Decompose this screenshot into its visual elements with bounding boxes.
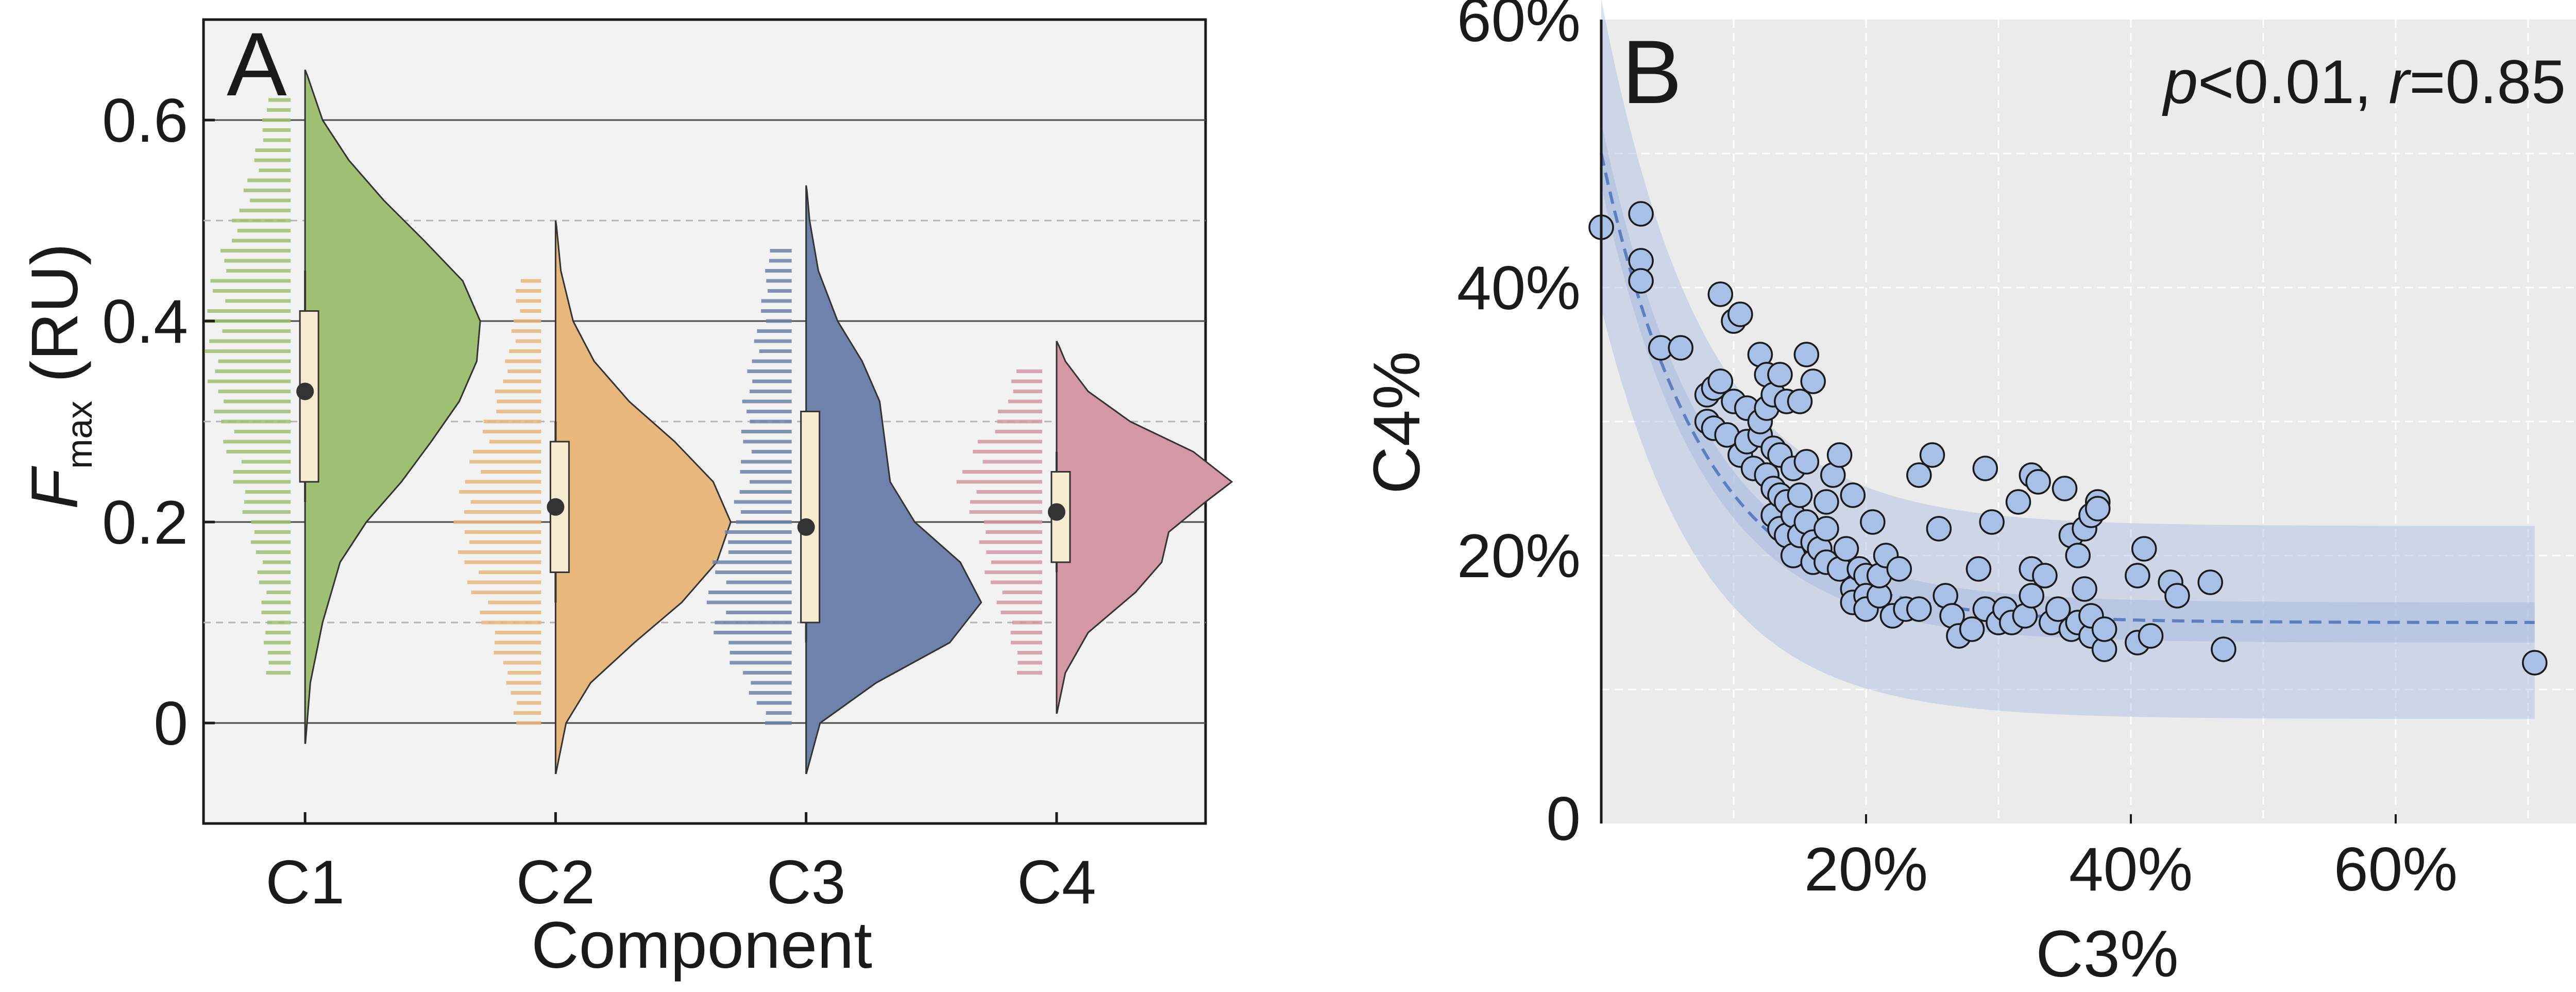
data-point xyxy=(2025,469,2051,495)
y-label-unit: (RU) xyxy=(18,243,92,401)
data-point xyxy=(1886,556,1912,582)
data-point xyxy=(1965,556,1992,582)
data-point xyxy=(2091,616,2117,642)
x-tick-label: C3 xyxy=(767,848,845,917)
data-point xyxy=(1787,389,1813,414)
data-point xyxy=(2197,569,2223,595)
x-tick-label: C2 xyxy=(516,848,595,917)
fit-line xyxy=(1600,153,2535,624)
data-point xyxy=(1906,462,1932,488)
data-point xyxy=(2131,536,2157,562)
data-point xyxy=(1906,596,1932,622)
mean-point-C2 xyxy=(547,498,565,516)
annotation-r-value: =0.85 xyxy=(2409,47,2566,116)
data-point xyxy=(1833,536,1859,562)
y-tick-label: 20% xyxy=(1457,522,1581,591)
panel-a-violin-chart: 0 0.2 0.4 0.6 C1 C2 C3 C4 A Component Fmax (RU) xyxy=(18,14,1233,982)
mean-point-C4 xyxy=(1047,503,1065,521)
data-point xyxy=(2045,596,2071,622)
box-C2 xyxy=(549,441,570,573)
data-point xyxy=(2019,583,2044,609)
data-point xyxy=(1972,456,1998,481)
prediction-band xyxy=(1601,0,2535,719)
panel-b-gridlines xyxy=(1601,20,2576,823)
x-tick-label: C1 xyxy=(265,848,344,917)
y-tick-label: 40% xyxy=(1457,254,1581,323)
violin-C4 xyxy=(1056,341,1233,714)
violin-C2 xyxy=(554,220,732,774)
data-point xyxy=(1926,516,1952,542)
y-tick-label: 0.2 xyxy=(102,488,188,557)
y-tick-label: 0.6 xyxy=(102,86,188,155)
data-point xyxy=(2125,563,2150,589)
panel-a-x-axis-label: Component xyxy=(531,909,872,982)
y-label-subscript: max xyxy=(59,401,99,469)
x-tick-label: 20% xyxy=(1804,835,1928,904)
data-point xyxy=(1727,301,1753,327)
violin-C1 xyxy=(304,69,481,744)
y-tick-label: 0 xyxy=(154,689,188,758)
panel-a-label: A xyxy=(227,14,287,115)
y-tick-label: 60% xyxy=(1457,0,1581,55)
data-point xyxy=(2065,543,2091,568)
annotation-p: p xyxy=(2162,47,2198,116)
data-point xyxy=(1826,442,1853,468)
data-point xyxy=(2072,576,2097,602)
panel-b-axes: 020%40%60%20%40%60%80% xyxy=(1457,0,2458,904)
y-label-main: F xyxy=(18,465,92,509)
data-point xyxy=(1628,268,1654,294)
data-point xyxy=(2522,650,2548,676)
panel-b-points xyxy=(1588,201,2548,676)
panel-a-axes: 0 0.2 0.4 0.6 C1 C2 C3 C4 xyxy=(102,86,1096,917)
box-C3 xyxy=(800,411,821,624)
annotation-p-value: <0.01, xyxy=(2198,47,2388,116)
x-tick-label: 60% xyxy=(2334,835,2458,904)
data-point xyxy=(1668,335,1693,361)
data-point xyxy=(1793,342,1820,367)
data-point xyxy=(2032,563,2058,589)
panel-b-y-axis-label: C4% xyxy=(1360,351,1434,494)
data-point xyxy=(1919,442,1945,468)
y-tick-label: 0.4 xyxy=(102,287,188,356)
panel-a-violins xyxy=(205,69,1233,774)
data-point xyxy=(2005,489,2031,515)
data-point xyxy=(1707,368,1734,394)
data-point xyxy=(1707,281,1734,307)
data-point xyxy=(2085,496,2111,522)
panel-b-label: B xyxy=(1622,22,1682,123)
panel-b-confidence-bands xyxy=(1600,0,2535,719)
data-point xyxy=(1767,362,1793,388)
data-point xyxy=(2138,623,2164,649)
data-point xyxy=(1840,482,1866,508)
violin-C3 xyxy=(805,185,982,774)
panel-a-y-axis-label: Fmax (RU) xyxy=(18,243,99,509)
y-tick-label: 0 xyxy=(1546,784,1581,853)
data-point xyxy=(1793,449,1820,475)
data-point xyxy=(1814,489,1839,515)
x-tick-label: 40% xyxy=(2069,835,2193,904)
data-point xyxy=(2211,636,2236,662)
panel-b-scatter-chart: 020%40%60%20%40%60%80% B p<0.01, r=0.85 … xyxy=(1360,0,2576,991)
annotation-r: r xyxy=(2388,47,2411,116)
mean-point-C1 xyxy=(296,382,314,400)
data-point xyxy=(1628,201,1654,227)
data-point xyxy=(1787,482,1813,508)
data-point xyxy=(1860,509,1886,535)
mean-point-C3 xyxy=(797,518,815,536)
data-point xyxy=(1814,516,1839,542)
panel-b-annotation: p<0.01, r=0.85 xyxy=(2162,47,2566,116)
panel-b-x-axis-label: C3% xyxy=(2036,917,2178,991)
data-point xyxy=(1800,368,1826,394)
data-point xyxy=(2052,476,2078,501)
data-point xyxy=(2164,583,2190,609)
data-point xyxy=(1959,616,1985,642)
x-tick-label: C4 xyxy=(1017,848,1096,917)
data-point xyxy=(1979,509,2005,535)
